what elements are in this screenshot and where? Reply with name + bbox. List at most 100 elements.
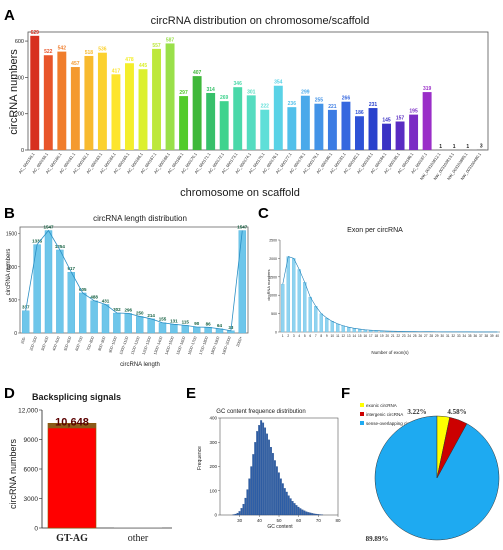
chart-b-category-label: 300~400 [41, 336, 50, 351]
chart-c-category-label: 8 [320, 334, 322, 338]
chart-b-category-label: 1400~1500 [165, 336, 175, 355]
chart-a-bar [382, 123, 391, 150]
chart-e-title: GC content frequence distribution [216, 409, 305, 415]
chart-c-category-label: 39 [490, 334, 494, 338]
chart-e-bar [260, 420, 263, 516]
chart-e-bar [246, 489, 249, 516]
chart-e-bar [309, 512, 312, 516]
chart-c-exon-per-circrna: Exon per circRNA circRNA numbers Number … [266, 227, 500, 355]
chart-a-bar [219, 101, 229, 150]
chart-a-value-label: 236 [288, 101, 297, 107]
chart-a-value-label: 221 [328, 104, 337, 110]
chart-e-ylabel: Frequence [197, 446, 203, 470]
chart-c-category-label: 38 [484, 334, 488, 338]
chart-a-value-label: 222 [261, 104, 270, 110]
chart-f-slice-label: 89.89% [366, 535, 389, 543]
chart-a-plot-frame [27, 31, 489, 151]
chart-c-category-label: 17 [369, 334, 373, 338]
chart-c-ytick-label: 1500 [269, 275, 277, 279]
chart-a-bar [138, 69, 148, 150]
chart-c-category-label: 18 [374, 334, 378, 338]
chart-e-bar [283, 488, 286, 516]
chart-b-value-label: 302 [113, 307, 121, 312]
chart-a-value-label: 536 [98, 47, 107, 53]
chart-b-value-label: 1254 [55, 244, 66, 249]
chart-b-category-label: 200- [20, 335, 27, 344]
chart-a-bar [260, 109, 270, 150]
chart-d-ytick-label: 3000 [24, 496, 39, 503]
chart-a-ytick-label: 0 [21, 148, 24, 154]
chart-b-category-label: 1200~1300 [142, 336, 152, 355]
chart-a-value-label: 255 [315, 98, 324, 104]
chart-e-bar [291, 501, 294, 516]
chart-b-category-label: 1300~1400 [153, 336, 163, 355]
chart-b-category-label: 800~900 [98, 336, 107, 351]
chart-c-bar [292, 258, 296, 333]
chart-c-ytick-label: 1000 [269, 294, 277, 298]
chart-e-bar [293, 503, 296, 516]
chart-f-slice-label: 4.58% [447, 408, 466, 416]
chart-e-bar [250, 466, 253, 516]
chart-d-ytick-label: 12,000 [18, 408, 38, 415]
chart-a-value-label: 145 [382, 118, 391, 124]
chart-a-value-label: 1 [453, 144, 456, 150]
chart-d-value-label: 10,648 [55, 416, 89, 428]
chart-e-bar [285, 491, 288, 516]
chart-d-ytick-label: 6000 [24, 467, 39, 474]
chart-c-category-label: 20 [385, 334, 389, 338]
chart-e-xtick-label: 60 [296, 518, 302, 523]
chart-e-bar [313, 513, 316, 516]
chart-e-xtick-label: 50 [276, 518, 282, 523]
chart-b-value-label: 1335 [32, 239, 43, 244]
chart-a-bar [409, 114, 419, 150]
chart-b-value-label: 488 [90, 295, 98, 300]
chart-b-xlabel: circRNA length [120, 362, 160, 368]
chart-a-value-label: 269 [220, 95, 229, 101]
chart-b-bar [181, 325, 189, 334]
chart-a-bar [273, 85, 283, 150]
chart-b-category-label: 600~700 [75, 336, 84, 351]
chart-b-category-label: 200~300 [29, 336, 38, 351]
chart-b-value-label: 155 [159, 317, 167, 322]
chart-b-ytick-label: 1000 [6, 265, 17, 271]
chart-d-bar-cap [48, 423, 96, 429]
chart-a-bar [165, 43, 175, 151]
chart-c-category-label: 6 [309, 334, 311, 338]
chart-b-ytick-label: 0 [14, 331, 17, 337]
chart-b-value-label: 1547 [43, 225, 54, 230]
chart-b-value-label: 90 [194, 321, 200, 326]
chart-a-bar [287, 107, 297, 150]
chart-a-value-label: 478 [125, 57, 134, 63]
chart-c-ytick-label: 0 [275, 331, 277, 335]
chart-b-bar [79, 292, 87, 334]
chart-a-value-label: 542 [58, 46, 67, 52]
chart-a-value-label: 3 [480, 143, 483, 149]
chart-d-bar [47, 422, 97, 529]
chart-a-bar [300, 95, 310, 150]
chart-e-ytick-label: 100 [209, 488, 217, 493]
chart-d-title: Backsplicing signals [32, 392, 121, 402]
chart-e-bar [297, 506, 300, 516]
chart-e-bar [264, 427, 267, 516]
chart-a-bar [476, 149, 486, 150]
chart-a-bar [43, 55, 53, 150]
chart-c-category-label: 35 [468, 334, 472, 338]
chart-c-category-label: 7 [315, 334, 317, 338]
chart-f-legend-label: sense-overlapping circRNA [366, 421, 421, 426]
chart-b-bar [44, 230, 53, 334]
chart-e-gc-content: GC content frequence distribution Freque… [197, 409, 341, 530]
chart-c-bar [297, 269, 302, 333]
chart-b-bar [67, 272, 75, 334]
chart-b-bar [147, 318, 155, 334]
panel-letter-f: F [341, 385, 350, 402]
chart-b-bar [158, 322, 167, 334]
chart-e-xtick-label: 30 [237, 518, 243, 523]
chart-c-bar [314, 306, 318, 333]
chart-b-category-label: 1500~1600 [176, 336, 186, 355]
chart-a-value-label: 417 [112, 68, 121, 74]
chart-d-category-label: GT-AG [56, 533, 88, 544]
chart-a-ytick-label: 400 [15, 75, 24, 81]
chart-e-bar [303, 510, 306, 516]
chart-c-category-label: 19 [380, 334, 384, 338]
